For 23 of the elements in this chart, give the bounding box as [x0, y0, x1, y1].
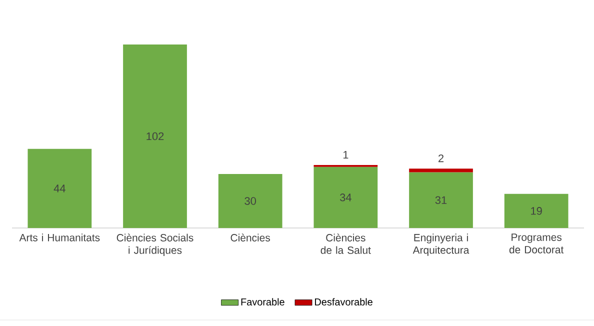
x-tick-label: Programes de Doctorat [509, 234, 564, 254]
bar [123, 44, 187, 228]
data-label: 31 [435, 196, 447, 204]
bar [409, 172, 473, 228]
data-label: 34 [340, 194, 352, 202]
data-label: 2 [438, 154, 444, 162]
x-tick-label: Enginyeria i Arquitectura [412, 234, 470, 256]
x-tick-label: Ciències [230, 234, 270, 242]
x-tick-label: Ciències Socials i Jurídiques [116, 234, 194, 256]
legend-label: Desfavorable [315, 298, 372, 306]
bar [409, 168, 473, 172]
data-label: 1 [343, 150, 348, 159]
bar [314, 166, 378, 228]
bar [28, 148, 92, 228]
data-label: 102 [146, 132, 164, 140]
x-tick-label: Arts i Humanitats [19, 234, 100, 242]
bar [218, 174, 282, 228]
legend-label: Favorable [241, 298, 284, 306]
data-label: 30 [244, 197, 256, 205]
data-label: 19 [531, 207, 542, 215]
x-tick-label: Ciències de la Salut [320, 234, 371, 254]
bar [504, 194, 568, 228]
data-label: 44 [54, 184, 66, 192]
